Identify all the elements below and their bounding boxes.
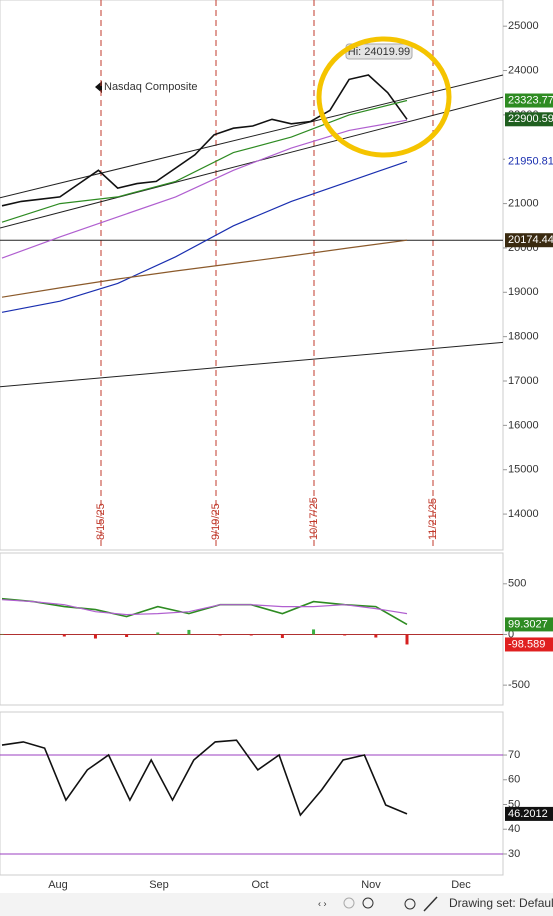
event-label: 11/21/25 <box>427 498 439 540</box>
histogram-bar <box>31 634 35 635</box>
y-tick-label: -500 <box>508 679 530 691</box>
y-tick-label: 21000 <box>508 197 539 209</box>
main-frame <box>0 0 504 551</box>
price-tag-label: 46.2012 <box>508 808 548 820</box>
toolbar: ‹ › Drawing set: Default <box>0 893 553 916</box>
x-tick-label: Nov <box>361 879 381 891</box>
y-tick-label: 70 <box>508 749 520 761</box>
price-tag <box>505 154 553 169</box>
y-tick-label: 25000 <box>508 20 539 32</box>
price-tag-label: 20174.44 <box>508 234 553 246</box>
rsi-frame <box>0 711 504 876</box>
series-line <box>1 74 408 207</box>
hi-label: Hi: 24019.99 <box>348 46 410 58</box>
y-tick-label: 15000 <box>508 464 539 476</box>
histogram-bar <box>93 634 97 639</box>
histogram-bar <box>0 633 4 635</box>
price-tag-label: 22900.59 <box>508 113 553 125</box>
series-line <box>1 99 408 223</box>
histogram-bar <box>280 634 284 639</box>
histogram-bar <box>374 634 378 638</box>
trendline <box>0 96 504 229</box>
event-label: 9/19/25 <box>210 503 222 540</box>
y-tick-label: 14000 <box>508 508 539 520</box>
macd-frame <box>0 552 504 706</box>
panel-frames <box>0 0 504 876</box>
x-tick-label: Dec <box>451 879 471 891</box>
series-line <box>1 239 408 298</box>
histogram-bar <box>343 634 347 636</box>
y-tick-label: 40 <box>508 823 520 835</box>
histogram-bar <box>156 632 160 635</box>
price-tag <box>505 233 553 248</box>
histogram-bar <box>405 634 409 645</box>
price-tag-label: -98.589 <box>508 638 545 650</box>
draw-tool[interactable] <box>423 896 438 912</box>
x-tick-label: Oct <box>251 879 268 891</box>
event-label: 10/17/25 <box>308 497 320 540</box>
zoom-out[interactable] <box>343 897 355 909</box>
price-tag-label: 99.3027 <box>508 618 548 630</box>
trendline <box>0 341 504 388</box>
annotation: Nasdaq Composite <box>104 81 198 93</box>
series-line <box>1 597 408 626</box>
y-tick-label: 500 <box>508 578 526 590</box>
crosshair[interactable] <box>404 898 416 910</box>
zoom-in[interactable] <box>362 897 374 909</box>
series-line <box>1 119 408 259</box>
histogram-bar <box>187 629 191 635</box>
price-tag <box>505 806 553 821</box>
toolbar-bg <box>0 893 553 916</box>
nav-icon[interactable]: ‹ › <box>318 898 327 908</box>
y-tick-label: 16000 <box>508 419 539 431</box>
y-tick-label: 18000 <box>508 331 539 343</box>
histogram-bar <box>218 634 222 636</box>
price-tag <box>505 637 553 652</box>
highlight-circle <box>316 36 452 158</box>
histogram-bar <box>312 629 316 635</box>
trendline <box>0 74 504 199</box>
histogram-bar <box>249 634 253 636</box>
toolbar-label: Drawing set: Default <box>449 896 553 910</box>
y-tick-label: 19000 <box>508 286 539 298</box>
series-line <box>1 599 408 616</box>
histogram-bar <box>125 634 129 638</box>
annotation-arrow <box>95 81 102 93</box>
y-tick-label: 0 <box>508 628 514 640</box>
series-line <box>1 739 408 817</box>
x-tick-label: Aug <box>48 879 68 891</box>
y-tick-label: 60 <box>508 774 520 786</box>
price-tag-label: 23323.77 <box>508 94 553 106</box>
y-tick-label: 17000 <box>508 375 539 387</box>
price-tag <box>505 112 553 127</box>
histogram-bar <box>62 634 66 637</box>
price-tag <box>505 617 553 632</box>
y-tick-label: 24000 <box>508 64 539 76</box>
x-tick-label: Sep <box>149 879 169 891</box>
event-label: 8/15/25 <box>95 503 107 540</box>
price-tag <box>505 93 553 108</box>
y-tick-label: 30 <box>508 848 520 860</box>
series-line <box>1 160 408 313</box>
price-tag-label: 21950.81 <box>508 155 553 167</box>
